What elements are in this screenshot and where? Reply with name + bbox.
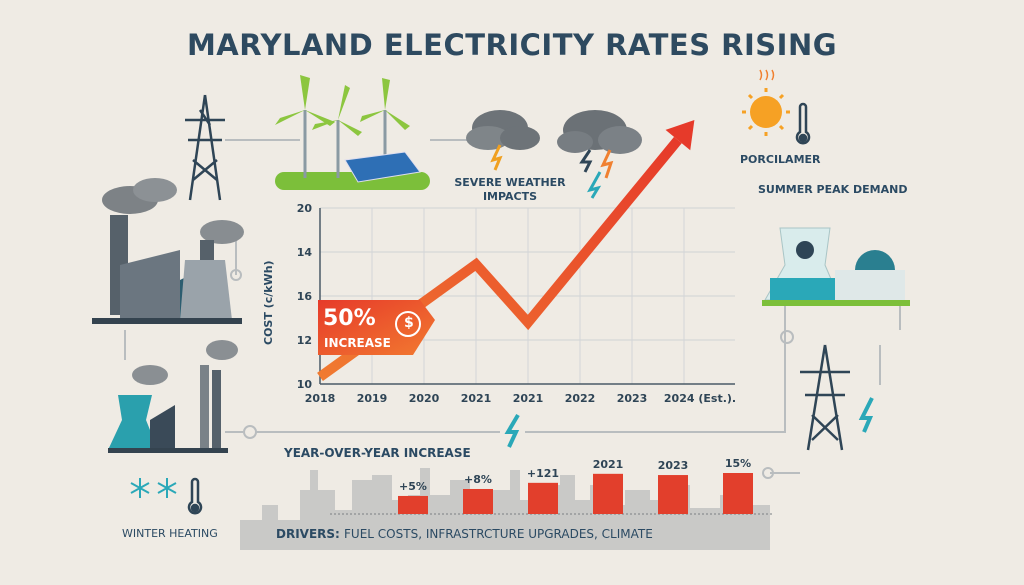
bar-data-label: +5%	[399, 480, 427, 493]
y-axis-label: COST (c/kWh)	[262, 260, 275, 345]
x-tick-label: 2022	[565, 392, 596, 405]
city-skyline	[240, 468, 770, 550]
dollar-sign: $	[404, 315, 414, 331]
bar	[463, 488, 493, 514]
bar	[723, 473, 753, 514]
bar-chart: +5% +8% +121 2021 2023 15%	[330, 457, 772, 515]
bar	[398, 495, 428, 514]
x-tick-label: 2020	[409, 392, 440, 405]
dollar-circle-icon	[395, 311, 421, 337]
connector-lines	[124, 139, 901, 479]
x-tick-label: 2023	[617, 392, 648, 405]
snowflake-icon	[130, 478, 177, 498]
power-plant-icon	[762, 227, 910, 306]
lightning-bolt-icon	[504, 413, 520, 448]
x-tick-label: 2021	[461, 392, 492, 405]
severe-weather-label: SEVERE WEATHER IMPACTS	[454, 176, 566, 203]
y-tick-label: 10	[297, 378, 313, 391]
y-tick-label: 16	[297, 290, 313, 303]
page-title: MARYLAND ELECTRICITY RATES RISING	[186, 28, 838, 62]
power-pylon-icon	[800, 344, 850, 451]
y-tick-label: 14	[297, 246, 313, 259]
badge-value: 50%	[323, 306, 376, 331]
drivers-text: DRIVERS: FUEL COSTS, INFRASTRCTURE UPGRA…	[276, 527, 653, 541]
bar-data-label: 15%	[725, 457, 751, 470]
x-tick-label: 2019	[357, 392, 388, 405]
badge-label: INCREASE	[324, 336, 391, 350]
bar-data-label: +8%	[464, 473, 492, 486]
bar	[593, 473, 623, 514]
bar-data-label: 2021	[593, 458, 624, 471]
wind-solar-icon	[275, 75, 430, 190]
increase-badge	[318, 300, 435, 355]
trend-arrowhead	[665, 120, 695, 151]
x-tick-label: 2018	[305, 392, 336, 405]
power-pylon-icon	[185, 94, 225, 201]
x-tick-label: 2021	[513, 392, 544, 405]
x-tick-label: 2024 (Est.).	[664, 392, 736, 405]
bar	[528, 482, 558, 514]
bar-data-label: +121	[527, 467, 559, 480]
summer-peak-label: SUMMER PEAK DEMAND	[758, 183, 908, 196]
winter-heating-label: WINTER HEATING	[122, 527, 218, 540]
cooling-tower-factory-icon	[108, 340, 238, 453]
thermometer-icon	[187, 477, 203, 515]
bar-data-label: 2023	[658, 459, 689, 472]
y-tick-label: 20	[297, 202, 313, 215]
lightning-bolt-icon	[858, 397, 874, 433]
bar	[658, 475, 688, 514]
thermometer-icon	[795, 102, 811, 145]
sun-icon	[742, 69, 790, 136]
y-tick-label: 12	[297, 334, 312, 347]
factory-icon	[92, 178, 244, 324]
storm-cloud-icon	[466, 110, 642, 199]
porcilamer-label: PORCILAMER	[740, 153, 821, 166]
bar-chart-title: YEAR-OVER-YEAR INCREASE	[284, 446, 471, 460]
